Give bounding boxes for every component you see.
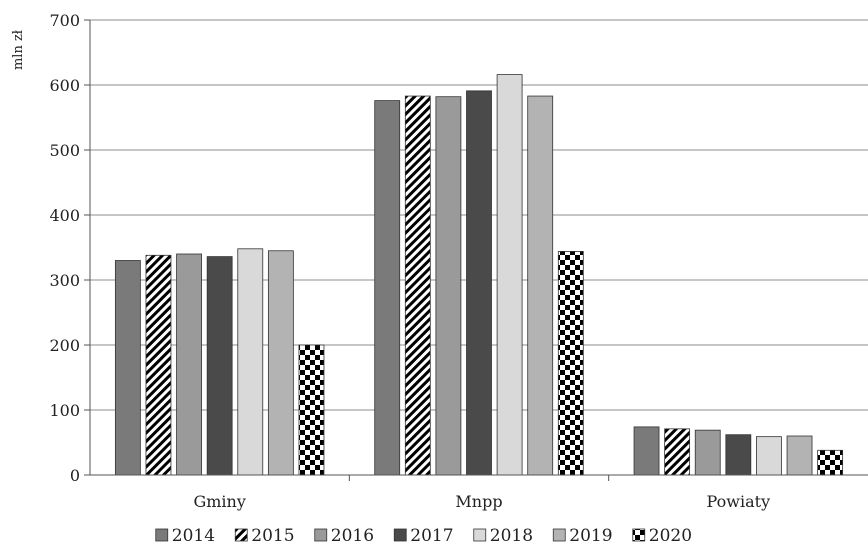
bar-mnpp-2018 [496,74,523,476]
x-tick-label: Powiaty [707,492,771,511]
bar-gminy-2014 [114,260,141,476]
legend: 2014 2015 2016 2017 2018 2019 2020 [155,526,692,546]
y-axis-label: mln zł [11,29,26,70]
bar-gminy-2020 [298,344,325,476]
y-tick-label: 100 [49,401,80,420]
y-tick-label: 600 [49,76,80,95]
legend-swatch-2014 [155,528,169,542]
legend-label-2016: 2016 [331,526,374,546]
bar-gminy-2019 [267,250,294,476]
legend-swatch-2019 [552,528,566,542]
bar-powiaty-2017 [725,434,752,476]
bar-powiaty-2014 [633,426,660,476]
bar-mnpp-2019 [527,95,554,476]
x-tick-label: Gminy [193,492,245,511]
y-tick-label: 200 [49,336,80,355]
legend-swatch-2017 [393,528,407,542]
y-tick-label: 400 [49,206,80,225]
bar-powiaty-2019 [786,435,813,476]
bar-gminy-2017 [206,256,233,476]
legend-swatch-2016 [314,528,328,542]
legend-swatch-2018 [473,528,487,542]
y-tick-label: 700 [49,11,80,30]
bar-powiaty-2015 [664,428,691,476]
bar-mnpp-2015 [404,95,431,476]
axes: 0 100 200 300 400 500 600 700 Gminy Mnpp Powiaty [49,11,868,511]
bars [114,74,844,476]
x-tick-label: Mnpp [455,492,502,511]
legend-swatch-2020 [632,528,646,542]
bar-gminy-2016 [176,253,202,476]
y-tick-label: 300 [49,271,80,290]
bar-mnpp-2014 [374,100,401,476]
legend-label-2017: 2017 [410,526,453,546]
y-tick-label: 500 [49,141,80,160]
bar-mnpp-2017 [466,90,492,476]
bar-gminy-2018 [237,248,264,476]
bar-powiaty-2020 [817,449,844,476]
bar-powiaty-2018 [756,436,782,476]
legend-label-2014: 2014 [172,526,215,546]
legend-label-2015: 2015 [251,526,294,546]
bar-mnpp-2016 [435,96,462,476]
bar-gminy-2015 [145,254,172,476]
legend-label-2018: 2018 [490,526,533,546]
bar-powiaty-2016 [694,429,721,476]
legend-label-2020: 2020 [649,526,692,546]
y-tick-label: 0 [70,466,80,485]
legend-label-2019: 2019 [569,526,612,546]
legend-swatch-2015 [234,528,248,542]
bar-mnpp-2020 [557,250,584,476]
